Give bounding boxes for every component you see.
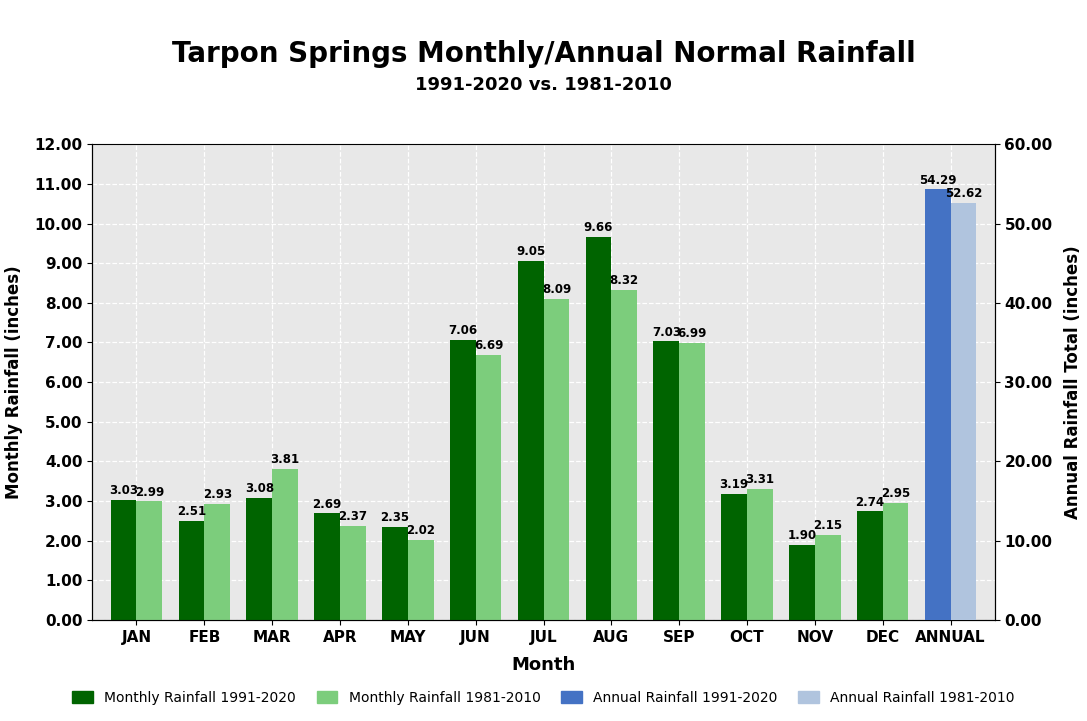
Text: 1.90: 1.90 [787, 529, 816, 542]
Text: 3.31: 3.31 [746, 473, 774, 486]
Text: 2.15: 2.15 [813, 519, 842, 532]
Bar [382, 527, 408, 620]
Bar [722, 494, 747, 620]
Text: 2.02: 2.02 [407, 524, 435, 537]
Text: 2.35: 2.35 [380, 511, 410, 524]
Bar [950, 203, 976, 620]
Text: 2.93: 2.93 [202, 488, 232, 501]
Text: 2.69: 2.69 [312, 497, 341, 510]
Text: 2.51: 2.51 [177, 505, 207, 518]
Bar [314, 513, 340, 620]
Text: 52.62: 52.62 [945, 187, 982, 200]
Text: 7.06: 7.06 [448, 324, 477, 337]
Text: 3.19: 3.19 [720, 478, 749, 491]
Text: 7.03: 7.03 [652, 325, 680, 338]
Text: 8.32: 8.32 [610, 275, 639, 288]
Bar [815, 535, 840, 620]
Text: 2.74: 2.74 [855, 495, 885, 508]
Bar [925, 190, 950, 620]
Text: Tarpon Springs Monthly/Annual Normal Rainfall: Tarpon Springs Monthly/Annual Normal Rai… [172, 40, 915, 68]
Text: 6.69: 6.69 [474, 339, 503, 352]
Text: 3.08: 3.08 [245, 482, 274, 495]
Text: 54.29: 54.29 [919, 174, 957, 187]
Bar [111, 500, 137, 620]
Bar [272, 469, 298, 620]
Text: 9.66: 9.66 [584, 221, 613, 234]
Bar [586, 237, 611, 620]
Bar [653, 341, 679, 620]
Y-axis label: Annual Rainfall Total (inches): Annual Rainfall Total (inches) [1064, 245, 1082, 519]
Bar [883, 503, 909, 620]
Bar [450, 340, 476, 620]
Text: 6.99: 6.99 [677, 327, 707, 340]
Bar [476, 355, 501, 620]
Bar [517, 261, 544, 620]
Bar [408, 540, 434, 620]
Text: 2.37: 2.37 [338, 510, 367, 523]
Bar [137, 502, 162, 620]
Bar [747, 489, 773, 620]
Text: 2.95: 2.95 [880, 487, 910, 500]
Bar [340, 526, 365, 620]
Text: 9.05: 9.05 [516, 245, 546, 258]
Bar [544, 299, 570, 620]
Bar [204, 504, 230, 620]
Text: 3.03: 3.03 [109, 484, 138, 497]
Bar [857, 511, 883, 620]
Bar [611, 290, 637, 620]
Text: 8.09: 8.09 [541, 283, 571, 296]
Bar [247, 498, 272, 620]
Bar [679, 343, 705, 620]
Text: 2.99: 2.99 [135, 486, 164, 499]
Legend: Monthly Rainfall 1991-2020, Monthly Rainfall 1981-2010, Annual Rainfall 1991-202: Monthly Rainfall 1991-2020, Monthly Rain… [66, 686, 1021, 710]
Y-axis label: Monthly Rainfall (inches): Monthly Rainfall (inches) [5, 265, 24, 499]
Text: 1991-2020 vs. 1981-2010: 1991-2020 vs. 1981-2010 [415, 76, 672, 94]
Bar [178, 521, 204, 620]
X-axis label: Month: Month [511, 656, 576, 674]
Bar [789, 545, 815, 620]
Text: 3.81: 3.81 [271, 454, 300, 466]
